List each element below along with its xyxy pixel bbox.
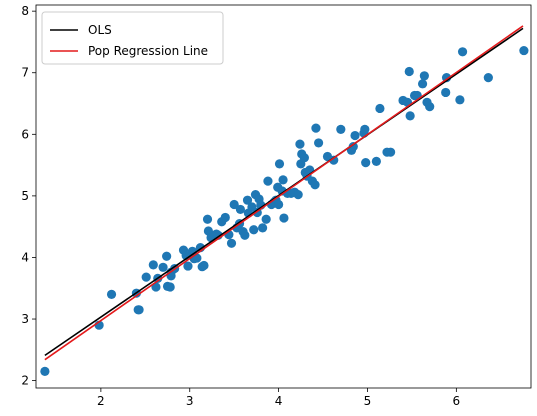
data-point [360, 125, 369, 134]
legend-label-pop: Pop Regression Line [88, 44, 208, 58]
data-point [166, 282, 175, 291]
x-tick-label: 2 [97, 394, 105, 408]
data-point [149, 260, 158, 269]
data-point [279, 213, 288, 222]
y-tick-label: 3 [21, 312, 29, 326]
data-point [262, 215, 271, 224]
y-tick-label: 5 [21, 189, 29, 203]
data-point [484, 73, 493, 82]
data-point [372, 157, 381, 166]
data-point [310, 180, 319, 189]
data-point [336, 125, 345, 134]
data-point [311, 124, 320, 133]
data-point [134, 305, 143, 314]
legend-label-ols: OLS [88, 23, 112, 37]
data-point [236, 205, 245, 214]
x-tick-label: 3 [186, 394, 194, 408]
data-point [519, 46, 528, 55]
y-tick-label: 8 [21, 4, 29, 18]
data-point [314, 138, 323, 147]
data-point [40, 367, 49, 376]
data-point [420, 71, 429, 80]
data-point [455, 95, 464, 104]
data-point [278, 175, 287, 184]
data-point [405, 67, 414, 76]
data-point [162, 252, 171, 261]
data-point [361, 158, 370, 167]
x-tick-label: 6 [453, 394, 461, 408]
data-point [274, 200, 283, 209]
data-point [203, 215, 212, 224]
data-point [249, 225, 258, 234]
data-point [192, 253, 201, 262]
data-point [406, 111, 415, 120]
data-point [221, 213, 230, 222]
y-tick-label: 7 [21, 66, 29, 80]
data-point [386, 148, 395, 157]
y-tick-label: 2 [21, 374, 29, 388]
data-point [240, 231, 249, 240]
data-point [375, 104, 384, 113]
legend: OLS Pop Regression Line [42, 12, 223, 64]
data-point [295, 140, 304, 149]
data-point [458, 47, 467, 56]
data-point [227, 239, 236, 248]
data-point [425, 102, 434, 111]
y-tick-label: 4 [21, 250, 29, 264]
x-tick-label: 5 [364, 394, 372, 408]
data-point [294, 190, 303, 199]
data-point [142, 273, 151, 282]
data-point [258, 223, 267, 232]
data-point [418, 79, 427, 88]
data-point [263, 177, 272, 186]
y-axis: 2 3 4 5 6 7 8 [21, 4, 36, 387]
y-tick-label: 6 [21, 127, 29, 141]
data-point [107, 290, 116, 299]
data-point [441, 88, 450, 97]
data-point [300, 153, 309, 162]
x-tick-label: 4 [275, 394, 283, 408]
data-point [199, 261, 208, 270]
data-point [275, 159, 284, 168]
data-point [158, 263, 167, 272]
data-point [350, 131, 359, 140]
